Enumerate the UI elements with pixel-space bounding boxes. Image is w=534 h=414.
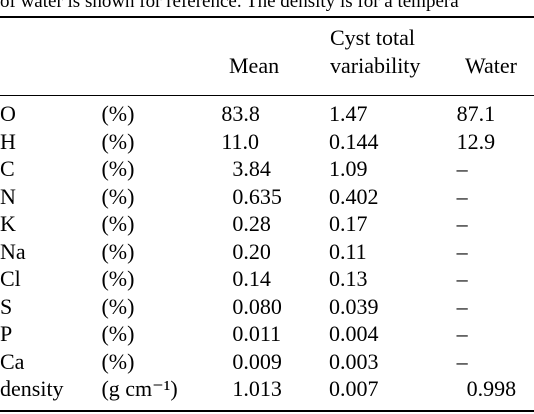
header-rule (0, 95, 534, 96)
table-caption: of water is shown for reference. The den… (0, 0, 534, 13)
bottom-rule (0, 410, 534, 412)
element-cell: P (0, 320, 101, 348)
mean-cell: 0.635 (221, 183, 329, 211)
water-cell: – (457, 293, 534, 321)
element-cell: Cl (0, 265, 101, 293)
mean-cell: 83.8 (221, 100, 329, 128)
element-cell: N (0, 183, 101, 211)
mean-cell: 0.14 (221, 265, 329, 293)
unit-cell: (%) (101, 155, 221, 183)
variability-cell: 1.47 (329, 100, 457, 128)
table-row: C (%) 3.84 1.09– (0, 155, 534, 183)
mean-cell: 3.84 (221, 155, 329, 183)
mean-cell: 1.013 (221, 375, 329, 403)
header-cyst-line1: Cyst total (330, 24, 420, 52)
unit-cell: (%) (101, 265, 221, 293)
table-row: S (%) 0.080 0.039– (0, 293, 534, 321)
element-cell: C (0, 155, 101, 183)
header-cyst-variability: Cyst total variability (330, 24, 420, 80)
water-cell: – (457, 348, 534, 376)
header-cyst-line2: variability (330, 52, 420, 80)
top-rule (0, 16, 534, 18)
variability-cell: 0.007 (329, 375, 457, 403)
variability-cell: 0.039 (329, 293, 457, 321)
water-cell: – (457, 183, 534, 211)
mean-cell: 0.080 (221, 293, 329, 321)
water-cell: – (457, 265, 534, 293)
element-cell: S (0, 293, 101, 321)
unit-cell: (%) (101, 293, 221, 321)
variability-cell: 0.17 (329, 210, 457, 238)
header-water: Water (465, 52, 517, 80)
table-row: P (%) 0.011 0.004– (0, 320, 534, 348)
water-cell: 0.998 (457, 375, 534, 403)
water-cell: 12.9 (457, 128, 534, 156)
mean-cell: 0.28 (221, 210, 329, 238)
unit-cell: (%) (101, 238, 221, 266)
table-row: N (%) 0.635 0.402– (0, 183, 534, 211)
table-row: Na (%) 0.20 0.11– (0, 238, 534, 266)
unit-cell: (%) (101, 210, 221, 238)
variability-cell: 0.003 (329, 348, 457, 376)
header-mean: Mean (229, 52, 279, 80)
mean-cell: 0.011 (221, 320, 329, 348)
water-cell: 87.1 (457, 100, 534, 128)
element-cell: K (0, 210, 101, 238)
mean-cell: 0.20 (221, 238, 329, 266)
water-cell: – (457, 238, 534, 266)
variability-cell: 0.144 (329, 128, 457, 156)
composition-table: O (%) 83.8 1.47 87.1 H (%) 11.0 0.144 12.9 C (%) 3.8… (0, 100, 534, 403)
table-row: density (g cm⁻¹) 1.013 0.007 0.998 (0, 375, 534, 403)
unit-cell: (%) (101, 128, 221, 156)
variability-cell: 0.11 (329, 238, 457, 266)
table-row: H (%) 11.0 0.144 12.9 (0, 128, 534, 156)
unit-cell: (%) (101, 100, 221, 128)
water-cell: – (457, 155, 534, 183)
element-cell: O (0, 100, 101, 128)
mean-cell: 11.0 (221, 128, 329, 156)
table-row: K (%) 0.28 0.17– (0, 210, 534, 238)
water-cell: – (457, 320, 534, 348)
variability-cell: 0.004 (329, 320, 457, 348)
element-cell: Ca (0, 348, 101, 376)
element-cell: Na (0, 238, 101, 266)
water-cell: – (457, 210, 534, 238)
variability-cell: 0.402 (329, 183, 457, 211)
variability-cell: 0.13 (329, 265, 457, 293)
unit-cell: (%) (101, 320, 221, 348)
unit-cell: (g cm⁻¹) (101, 375, 221, 403)
table-row: Cl (%) 0.14 0.13– (0, 265, 534, 293)
table-row: Ca (%) 0.009 0.003– (0, 348, 534, 376)
element-cell: H (0, 128, 101, 156)
table-row: O (%) 83.8 1.47 87.1 (0, 100, 534, 128)
unit-cell: (%) (101, 348, 221, 376)
unit-cell: (%) (101, 183, 221, 211)
mean-cell: 0.009 (221, 348, 329, 376)
variability-cell: 1.09 (329, 155, 457, 183)
element-cell: density (0, 375, 101, 403)
